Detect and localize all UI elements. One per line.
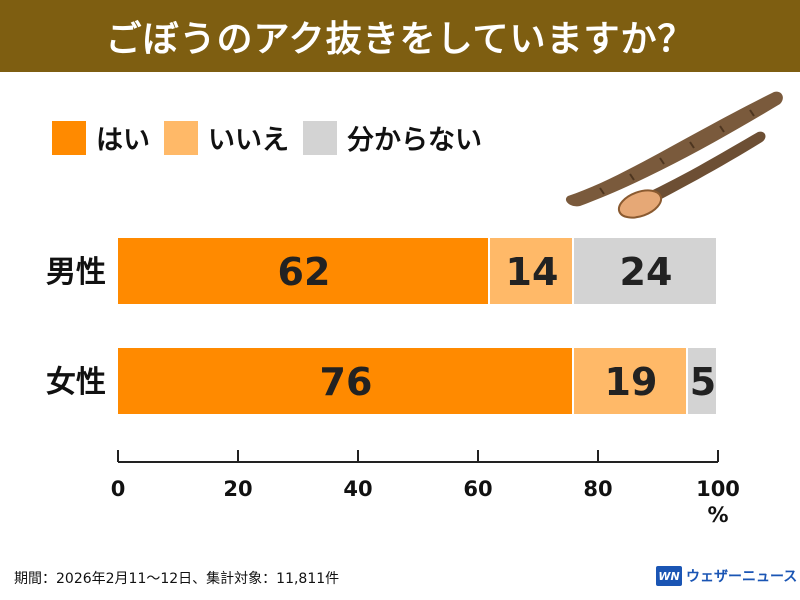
chart-title: ごぼうのアク抜きをしていますか？ (105, 19, 695, 60)
legend-swatch-no (164, 120, 198, 155)
category-label: 女性 (46, 365, 106, 400)
data-label: 5 (690, 360, 716, 404)
title-band: ごぼうのアク抜きをしていますか？ (0, 0, 800, 72)
legend-swatch-yes (52, 120, 86, 155)
bar-segment (688, 348, 716, 414)
category-label: 男性 (46, 255, 106, 290)
x-tick-label: 100 (696, 477, 740, 501)
data-label: 14 (506, 250, 559, 294)
x-tick-label: 60 (463, 477, 492, 501)
legend-swatch-unknown (303, 120, 337, 155)
x-tick-label: 80 (583, 477, 612, 501)
brand-logo: WN (656, 566, 682, 586)
x-unit-label: % (707, 503, 728, 527)
legend-label-yes: はい (96, 125, 150, 156)
legend-item-yes: はい (52, 118, 150, 157)
brand: WN ウェザーニュース (656, 566, 797, 586)
x-tick-label: 20 (223, 477, 252, 501)
bar-segment (574, 348, 686, 414)
bar-segment (118, 348, 572, 414)
burdock-root-short (617, 131, 766, 219)
brand-name: ウェザーニュース (686, 569, 798, 585)
bar-segment (490, 238, 572, 304)
burdock-root-long (565, 91, 783, 207)
data-label: 62 (278, 250, 331, 294)
data-label: 76 (320, 360, 373, 404)
bar-segment (574, 238, 716, 304)
data-label: 19 (605, 360, 658, 404)
legend-item-no: いいえ (164, 118, 289, 157)
data-label: 24 (620, 250, 673, 294)
legend-label-unknown: 分からない (347, 125, 482, 156)
legend-label-no: いいえ (208, 125, 289, 156)
burdock-illustration (565, 91, 783, 219)
x-tick-label: 40 (343, 477, 372, 501)
x-tick-label: 0 (111, 477, 126, 501)
footnote: 期間：2026年2月11〜12日、集計対象：11,811件 (14, 571, 340, 587)
bar-segment (118, 238, 488, 304)
legend: はい いいえ 分からない (52, 118, 496, 157)
legend-item-unknown: 分からない (303, 118, 482, 157)
